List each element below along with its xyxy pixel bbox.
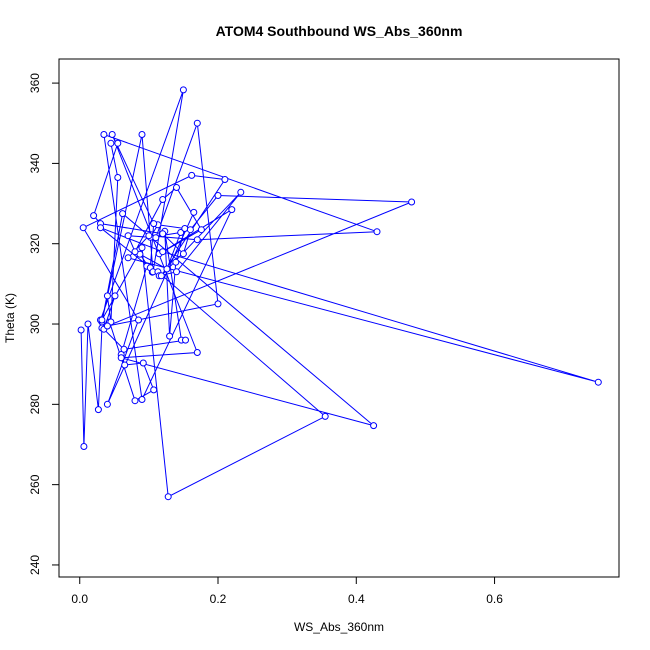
x-tick-label: 0.0 bbox=[71, 592, 88, 606]
data-point bbox=[107, 139, 115, 147]
x-tick-label: 0.2 bbox=[210, 592, 227, 606]
data-point bbox=[152, 234, 160, 242]
y-tick-label: 280 bbox=[28, 394, 42, 414]
data-point bbox=[131, 397, 139, 405]
data-point bbox=[138, 396, 146, 403]
data-point bbox=[193, 236, 201, 244]
x-tick-label: 0.6 bbox=[486, 592, 503, 606]
data-point bbox=[80, 443, 88, 450]
data-point bbox=[370, 422, 378, 430]
data-point bbox=[97, 224, 104, 232]
data-point bbox=[117, 354, 125, 362]
data-point bbox=[145, 232, 153, 240]
data-point bbox=[214, 300, 222, 308]
data-point bbox=[98, 316, 106, 324]
data-point bbox=[150, 220, 158, 228]
data-point bbox=[111, 292, 119, 300]
y-tick-label: 340 bbox=[28, 153, 42, 173]
y-axis-label: Theta (K) bbox=[3, 293, 17, 343]
data-point bbox=[159, 248, 167, 256]
data-point bbox=[197, 226, 205, 234]
data-point bbox=[103, 292, 111, 300]
data-point bbox=[124, 254, 132, 262]
data-point bbox=[131, 248, 139, 256]
data-point bbox=[179, 250, 187, 258]
data-point bbox=[321, 412, 329, 420]
data-point bbox=[77, 326, 85, 334]
data-point bbox=[188, 171, 196, 179]
data-point bbox=[179, 86, 187, 94]
y-axis: 240 260 280 300 320 340 360 bbox=[28, 73, 60, 575]
data-point bbox=[94, 406, 102, 414]
data-point bbox=[138, 131, 146, 138]
data-point bbox=[159, 196, 167, 203]
data-point bbox=[84, 320, 92, 328]
data-point bbox=[408, 198, 416, 206]
data-point bbox=[164, 493, 172, 501]
data-point bbox=[120, 345, 128, 353]
data-point bbox=[173, 184, 180, 191]
data-point bbox=[90, 212, 98, 220]
data-point bbox=[193, 119, 201, 127]
data-point bbox=[594, 378, 602, 386]
x-tick-label: 0.4 bbox=[348, 592, 365, 606]
data-point bbox=[181, 225, 189, 232]
data-point bbox=[237, 188, 245, 196]
data-point bbox=[163, 265, 171, 273]
data-point bbox=[373, 228, 381, 236]
data-point bbox=[173, 268, 180, 276]
data-point bbox=[157, 272, 165, 280]
y-tick-label: 300 bbox=[28, 314, 42, 334]
data-point bbox=[139, 359, 147, 367]
data-point bbox=[103, 322, 111, 330]
data-point bbox=[119, 210, 127, 218]
data-point bbox=[103, 400, 111, 408]
data-point bbox=[177, 229, 185, 236]
data-point bbox=[150, 386, 158, 394]
data-point bbox=[121, 361, 129, 369]
data-point bbox=[159, 230, 167, 238]
plot-frame bbox=[58, 58, 620, 578]
data-point bbox=[100, 131, 108, 138]
data-point bbox=[166, 332, 174, 340]
data-point bbox=[79, 224, 87, 232]
series-layer bbox=[77, 86, 602, 501]
y-tick-label: 360 bbox=[28, 73, 42, 93]
data-point bbox=[138, 244, 146, 252]
chart-title: ATOM4 Southbound WS_Abs_360nm bbox=[216, 23, 463, 39]
data-point bbox=[114, 174, 122, 181]
data-point bbox=[214, 192, 222, 199]
data-point bbox=[108, 131, 116, 138]
y-tick-label: 240 bbox=[28, 555, 42, 575]
data-point bbox=[172, 258, 180, 266]
data-point bbox=[228, 206, 236, 214]
data-point bbox=[182, 336, 189, 344]
x-axis-label: WS_Abs_360nm bbox=[294, 620, 384, 634]
y-tick-label: 260 bbox=[28, 474, 42, 494]
data-point bbox=[124, 232, 132, 240]
data-point bbox=[221, 176, 229, 183]
data-point bbox=[114, 139, 122, 147]
data-point bbox=[186, 226, 194, 234]
data-point bbox=[190, 208, 198, 216]
y-tick-label: 320 bbox=[28, 233, 42, 253]
data-point bbox=[193, 349, 201, 356]
data-point bbox=[135, 316, 142, 324]
